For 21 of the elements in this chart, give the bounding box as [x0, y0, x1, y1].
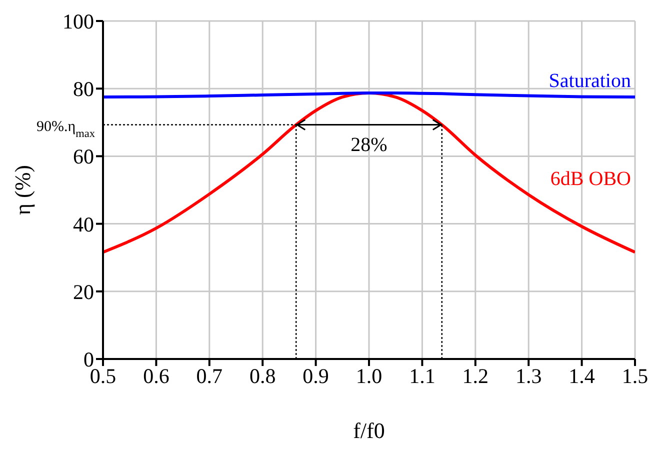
x-tick-label: 0.8	[249, 364, 276, 388]
x-tick-label: 1.0	[356, 364, 382, 388]
x-tick-label: 1.5	[622, 364, 648, 388]
y-tick-label: 80	[73, 77, 94, 102]
x-tick-label: 0.6	[143, 364, 170, 388]
x-tick-label: 1.1	[409, 364, 436, 388]
x-tick-label: 0.9	[302, 364, 329, 388]
annotation: 28%	[350, 134, 388, 156]
ref-line-label: 90%.η$_{max}$	[36, 118, 96, 140]
x-tick-label: 1.3	[515, 364, 542, 388]
x-tick-label: 1.2	[462, 364, 489, 388]
x-tick-label: 0.7	[196, 364, 223, 388]
y-tick-label: 20	[73, 280, 94, 304]
y-tick-label: 40	[73, 212, 94, 236]
series-label: 6dB OBO	[550, 168, 631, 190]
x-tick-label: 1.4	[568, 364, 596, 388]
series-label: Saturation	[548, 70, 631, 92]
y-tick-label: 100	[62, 9, 94, 34]
y-axis-title: η (%)	[10, 165, 35, 215]
x-axis-title: f/f0	[353, 418, 385, 443]
y-tick-label: 60	[73, 144, 94, 169]
